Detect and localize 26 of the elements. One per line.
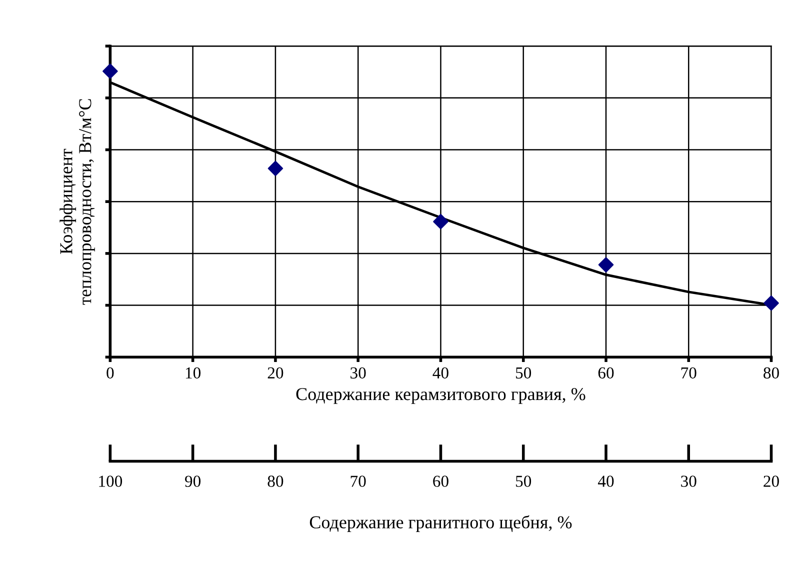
point — [433, 214, 448, 230]
point — [102, 64, 118, 79]
x-tick-label: 60 — [598, 367, 614, 379]
x2-tick-label: 60 — [433, 476, 448, 487]
point — [598, 257, 614, 272]
x-axis-title: Содержание керамзитового гравия, % — [296, 388, 586, 404]
x2-tick-label: 50 — [516, 476, 532, 487]
x2-axis-title: Содержание гранитного щебня, % — [310, 515, 572, 532]
x-tick-label: 50 — [516, 367, 532, 379]
x-tick-label: 40 — [432, 367, 448, 379]
x2-tick-label: 20 — [764, 476, 779, 487]
x2-tick-label: 70 — [350, 476, 366, 487]
x-tick-label: 70 — [681, 367, 696, 379]
point — [764, 295, 779, 311]
x2-tick-label: 90 — [185, 476, 201, 487]
y-axis-title: Коэффициент теплопроводности, Вт/м°С — [60, 99, 95, 305]
x-tick-label: 80 — [764, 367, 779, 379]
x2-tick-label: 100 — [99, 476, 122, 487]
point — [268, 160, 284, 176]
x-tick-label: 30 — [350, 367, 366, 379]
x-tick-label: 10 — [186, 367, 201, 379]
x2-tick-label: 40 — [598, 476, 614, 487]
x2-tick-label: 30 — [681, 476, 696, 487]
x-tick-label: 0 — [106, 367, 114, 379]
x2-tick-label: 80 — [268, 476, 284, 487]
x-tick-label: 20 — [268, 367, 284, 379]
